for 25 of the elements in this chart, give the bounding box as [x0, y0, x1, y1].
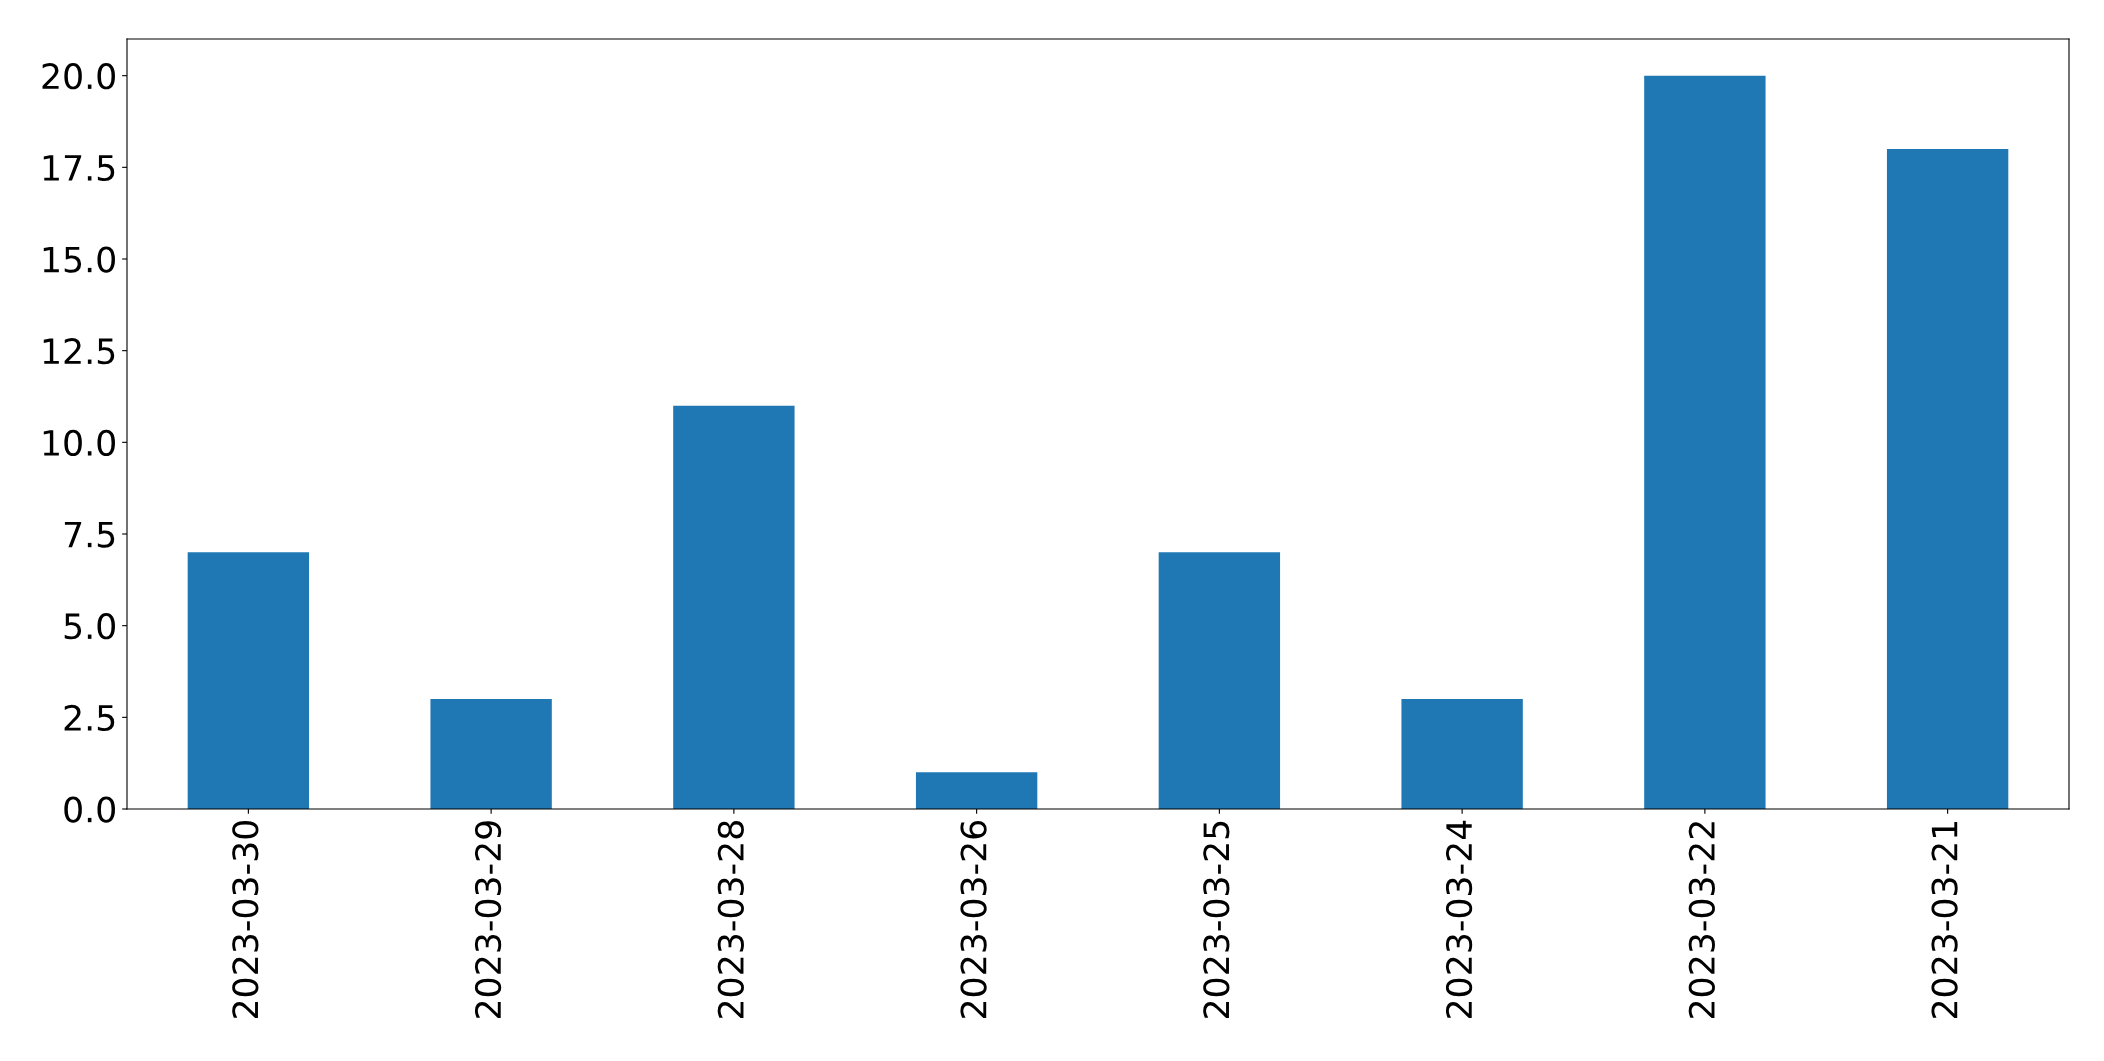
bar [1644, 75, 1766, 809]
y-tick-label: 17.5 [43, 155, 115, 182]
bar [430, 699, 552, 809]
y-tick-label: 0.0 [64, 796, 115, 823]
y-tick-label: 10.0 [43, 429, 115, 457]
x-tick-label: 2023-03-24 [1445, 820, 1473, 1018]
x-tick-label: 2023-03-21 [1931, 821, 1958, 1018]
bar [1401, 699, 1523, 809]
bar [1886, 149, 2009, 809]
x-tick-label: 2023-03-22 [1688, 822, 1715, 1018]
bar [673, 405, 795, 809]
bar [915, 772, 1038, 809]
y-tick-label: 5.0 [64, 613, 115, 640]
x-tick-label: 2023-03-25 [1203, 821, 1230, 1018]
x-tick-label: 2023-03-30 [232, 821, 259, 1018]
y-tick-label: 15.0 [43, 246, 115, 273]
bar [187, 552, 310, 809]
y-tick-label: 12.5 [43, 338, 115, 365]
x-tick-label: 2023-03-26 [960, 820, 987, 1018]
y-tick-label: 20.0 [42, 63, 115, 90]
y-tick-label: 2.5 [64, 704, 115, 732]
x-tick-label: 2023-03-28 [717, 821, 744, 1018]
x-tick-label: 2023-03-29 [474, 821, 502, 1018]
y-tick-label: 7.5 [64, 521, 115, 548]
bar [1158, 552, 1281, 809]
